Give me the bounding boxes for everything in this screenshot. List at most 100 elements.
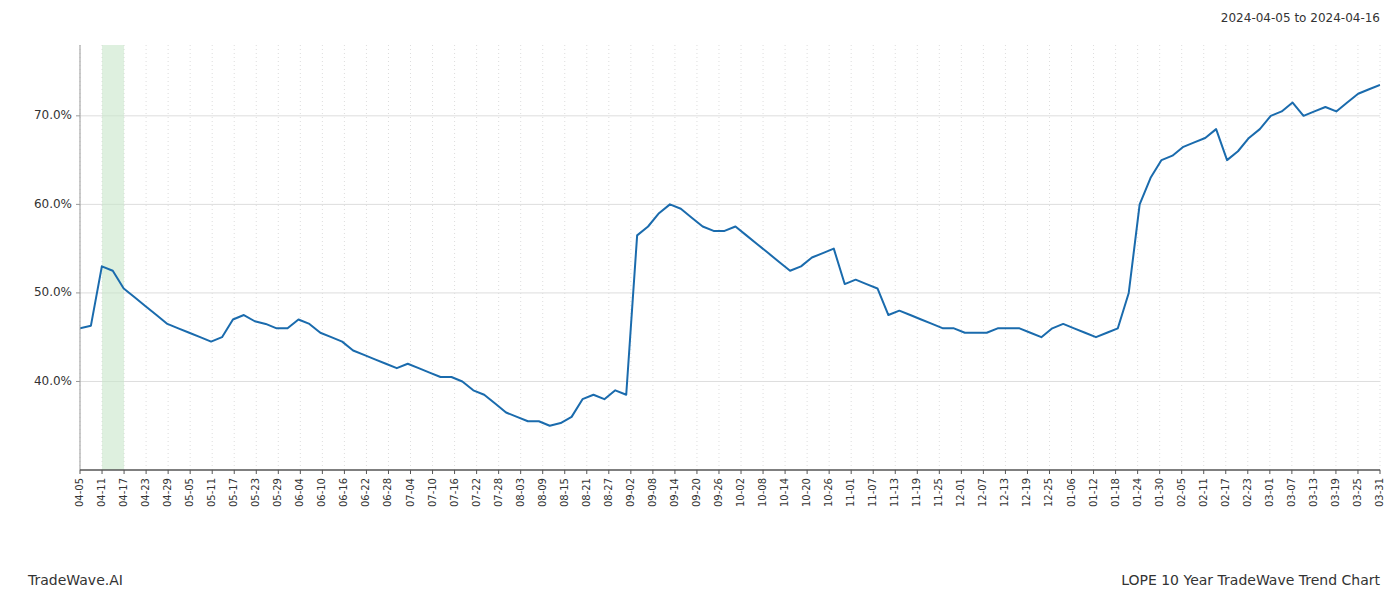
x-tick (1005, 470, 1006, 474)
x-grid-line (322, 45, 323, 470)
x-tick-label: 10-26 (823, 478, 834, 507)
x-tick-label: 12-01 (955, 478, 966, 507)
x-tick-label: 08-21 (581, 478, 592, 507)
x-tick (763, 470, 764, 474)
x-grid-line (917, 45, 918, 470)
x-grid-line (564, 45, 565, 470)
x-tick (410, 470, 411, 474)
x-grid-line (674, 45, 675, 470)
x-tick (542, 470, 543, 474)
x-grid-line (80, 45, 81, 470)
x-tick (1357, 470, 1358, 474)
x-tick-label: 09-14 (669, 478, 680, 507)
x-tick (674, 470, 675, 474)
x-tick-label: 01-24 (1132, 478, 1143, 507)
x-tick-label: 01-30 (1154, 478, 1165, 507)
x-tick (124, 470, 125, 474)
x-grid-line (1225, 45, 1226, 470)
x-tick-label: 12-13 (999, 478, 1010, 507)
x-tick-label: 04-29 (162, 478, 173, 507)
x-grid-line (586, 45, 587, 470)
y-grid-line (80, 115, 1380, 116)
x-grid-line (1203, 45, 1204, 470)
x-tick (256, 470, 257, 474)
x-tick (586, 470, 587, 474)
x-grid-line (146, 45, 147, 470)
y-tick-label: 50.0% (34, 285, 72, 299)
x-tick-label: 05-29 (272, 478, 283, 507)
y-tick (76, 381, 80, 382)
x-tick (1225, 470, 1226, 474)
y-tick-label: 60.0% (34, 197, 72, 211)
x-tick (234, 470, 235, 474)
x-tick (873, 470, 874, 474)
x-tick (1313, 470, 1314, 474)
x-tick-label: 10-08 (757, 478, 768, 507)
x-grid-line (234, 45, 235, 470)
x-tick-label: 12-25 (1043, 478, 1054, 507)
x-tick-label: 07-16 (449, 478, 460, 507)
x-tick-label: 02-17 (1220, 478, 1231, 507)
x-grid-line (873, 45, 874, 470)
x-grid-line (168, 45, 169, 470)
x-tick-label: 10-20 (801, 478, 812, 507)
x-grid-line (608, 45, 609, 470)
y-tick-label: 70.0% (34, 108, 72, 122)
x-grid-line (1291, 45, 1292, 470)
x-tick-label: 06-28 (382, 478, 393, 507)
x-tick (1071, 470, 1072, 474)
x-tick-label: 09-26 (713, 478, 724, 507)
highlight-band (102, 45, 124, 470)
x-axis-line (80, 469, 1380, 471)
x-tick-label: 05-05 (184, 478, 195, 507)
x-tick-label: 03-19 (1330, 478, 1341, 507)
x-tick (1203, 470, 1204, 474)
y-tick (76, 115, 80, 116)
x-tick-label: 10-14 (779, 478, 790, 507)
x-grid-line (1159, 45, 1160, 470)
x-grid-line (763, 45, 764, 470)
page: {"chart_data": { "type": "line", "title"… (0, 0, 1400, 600)
x-grid-line (1357, 45, 1358, 470)
x-grid-line (1027, 45, 1028, 470)
x-tick-label: 11-13 (889, 478, 900, 507)
x-grid-line (454, 45, 455, 470)
x-tick (366, 470, 367, 474)
x-tick (1247, 470, 1248, 474)
x-tick (344, 470, 345, 474)
x-tick-label: 02-11 (1198, 478, 1209, 507)
x-tick (851, 470, 852, 474)
x-grid-line (1181, 45, 1182, 470)
x-tick-label: 11-01 (845, 478, 856, 507)
x-tick-label: 11-19 (911, 478, 922, 507)
x-grid-line (410, 45, 411, 470)
x-tick-label: 03-01 (1264, 478, 1275, 507)
x-tick-label: 01-18 (1110, 478, 1121, 507)
x-grid-line (1005, 45, 1006, 470)
y-grid-line (80, 204, 1380, 205)
footer-left: TradeWave.AI (27, 572, 123, 588)
line (80, 85, 1380, 426)
x-tick-label: 06-22 (360, 478, 371, 507)
y-grid-line (80, 292, 1380, 293)
x-tick (652, 470, 653, 474)
x-tick-label: 09-02 (625, 478, 636, 507)
x-tick (917, 470, 918, 474)
x-tick-label: 07-04 (405, 478, 416, 507)
x-grid-line (630, 45, 631, 470)
x-grid-line (1071, 45, 1072, 470)
x-tick (454, 470, 455, 474)
x-tick (388, 470, 389, 474)
x-tick (146, 470, 147, 474)
x-tick (608, 470, 609, 474)
x-grid-line (851, 45, 852, 470)
plot-area (80, 45, 1380, 470)
x-tick (741, 470, 742, 474)
x-tick (476, 470, 477, 474)
x-tick-label: 06-04 (294, 478, 305, 507)
x-tick-label: 02-23 (1242, 478, 1253, 507)
x-tick (1181, 470, 1182, 474)
title: 2024-04-05 to 2024-04-16 (1221, 11, 1380, 25)
x-grid-line (388, 45, 389, 470)
x-tick-label: 08-09 (537, 478, 548, 507)
